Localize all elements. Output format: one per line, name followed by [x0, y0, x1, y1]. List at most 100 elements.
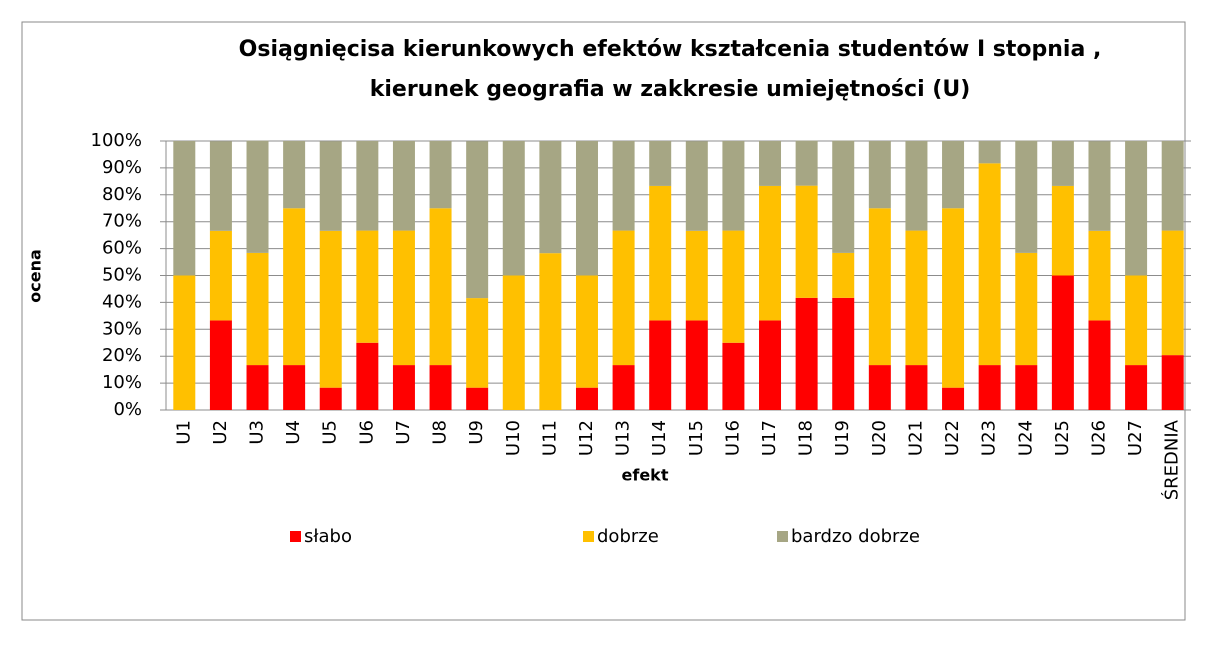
- bar-segment: [612, 141, 635, 231]
- bar-segment: [795, 140, 818, 186]
- bar-segment: [905, 365, 928, 410]
- x-tick-label: U9: [466, 420, 487, 445]
- bar-segment: [209, 141, 232, 231]
- bar-segment: [1161, 141, 1184, 231]
- bar-segment: [283, 365, 306, 410]
- bar-segment: [905, 230, 928, 366]
- bar-segment: [868, 208, 891, 366]
- bar-segment: [429, 208, 452, 366]
- bar-segment: [832, 140, 855, 253]
- bar-segment: [1015, 140, 1038, 253]
- bar-segment: [1088, 320, 1111, 410]
- bar-segment: [283, 141, 306, 209]
- bar-segment: [612, 365, 635, 410]
- x-tick-label: U10: [503, 420, 524, 456]
- bar-segment: [392, 365, 415, 410]
- bar-segment: [1051, 275, 1074, 410]
- bar-segment: [575, 275, 598, 388]
- bar-segment: [1161, 230, 1184, 356]
- y-tick-label: 20%: [102, 345, 142, 366]
- bar-segment: [832, 297, 855, 410]
- bar-segment: [868, 365, 891, 410]
- bar-segment: [283, 208, 306, 366]
- legend-label: słabo: [304, 526, 352, 547]
- bar-segment: [173, 275, 196, 410]
- bar-segment: [1088, 141, 1111, 231]
- bar-segment: [575, 387, 598, 410]
- x-tick-label: U1: [173, 420, 194, 445]
- x-tick-label: U24: [1015, 420, 1036, 456]
- bar-segment: [649, 320, 672, 410]
- bar-segment: [978, 163, 1001, 366]
- x-tick-label: U20: [869, 420, 890, 456]
- x-tick-label: U18: [796, 420, 817, 456]
- legend-swatch: [290, 531, 301, 542]
- legend-label: dobrze: [597, 526, 659, 547]
- x-tick-label: U15: [686, 420, 707, 456]
- x-tick-label: U7: [393, 420, 414, 445]
- x-tick-label: U6: [356, 420, 377, 445]
- bar-segment: [978, 365, 1001, 410]
- x-tick-label: U21: [905, 420, 926, 456]
- x-tick-label: U12: [576, 420, 597, 456]
- y-tick-label: 30%: [102, 318, 142, 339]
- x-tick-label: U11: [539, 420, 560, 456]
- y-tick-label: 70%: [102, 211, 142, 232]
- legend-swatch: [583, 531, 594, 542]
- bar-segment: [1125, 275, 1148, 366]
- y-tick-label: 90%: [102, 157, 142, 178]
- x-tick-label: U14: [649, 420, 670, 456]
- bar-segment: [209, 320, 232, 410]
- bar-segment: [942, 208, 965, 388]
- bar-segment: [1051, 185, 1074, 276]
- x-tick-label: U4: [283, 420, 304, 445]
- bar-segment: [319, 387, 342, 410]
- bar-segment: [502, 141, 525, 276]
- y-tick-label: 40%: [102, 291, 142, 312]
- bar-segment: [1051, 141, 1074, 186]
- x-tick-label: U2: [210, 420, 231, 445]
- y-tick-label: 80%: [102, 184, 142, 205]
- y-tick-label: 0%: [113, 399, 142, 420]
- bar-segment: [942, 141, 965, 209]
- x-tick-label: U13: [613, 420, 634, 456]
- bar-segment: [246, 365, 269, 410]
- legend-label: bardzo dobrze: [791, 526, 920, 547]
- bar-segment: [466, 298, 489, 388]
- x-tick-label: U23: [979, 420, 1000, 456]
- bar-segment: [942, 387, 965, 410]
- chart-title: kierunek geografia w zakkresie umiejętno…: [370, 77, 971, 102]
- bar-segment: [1125, 141, 1148, 276]
- bar-segment: [722, 342, 745, 410]
- bar-segment: [356, 342, 379, 410]
- y-tick-label: 10%: [102, 372, 142, 393]
- x-tick-label: U25: [1052, 420, 1073, 456]
- bar-segment: [466, 141, 489, 299]
- bar-segment: [319, 141, 342, 231]
- bar-segment: [685, 320, 708, 410]
- bar-segment: [466, 387, 489, 410]
- bar-segment: [539, 253, 562, 410]
- bar-segment: [612, 230, 635, 366]
- bar-segment: [246, 140, 269, 253]
- bar-segment: [722, 230, 745, 343]
- x-tick-label: U26: [1088, 420, 1109, 456]
- bar-segment: [1161, 355, 1184, 410]
- bar-segment: [392, 230, 415, 366]
- bar-segment: [868, 141, 891, 209]
- x-tick-label: ŚREDNIA: [1161, 419, 1183, 500]
- bar-segment: [429, 141, 452, 209]
- bar-segment: [1015, 252, 1038, 366]
- y-tick-label: 50%: [102, 265, 142, 286]
- legend-swatch: [777, 531, 788, 542]
- bar-segment: [173, 141, 196, 276]
- bar-segment: [905, 141, 928, 231]
- bar-segment: [1125, 365, 1148, 410]
- x-tick-label: U22: [942, 420, 963, 456]
- bar-segment: [575, 141, 598, 276]
- bar-segment: [246, 252, 269, 366]
- bar-segment: [759, 320, 782, 410]
- bar-segment: [1088, 230, 1111, 321]
- chart-title: Osiągnięcisa kierunkowych efektów kształ…: [239, 37, 1102, 62]
- bar-segment: [502, 275, 525, 410]
